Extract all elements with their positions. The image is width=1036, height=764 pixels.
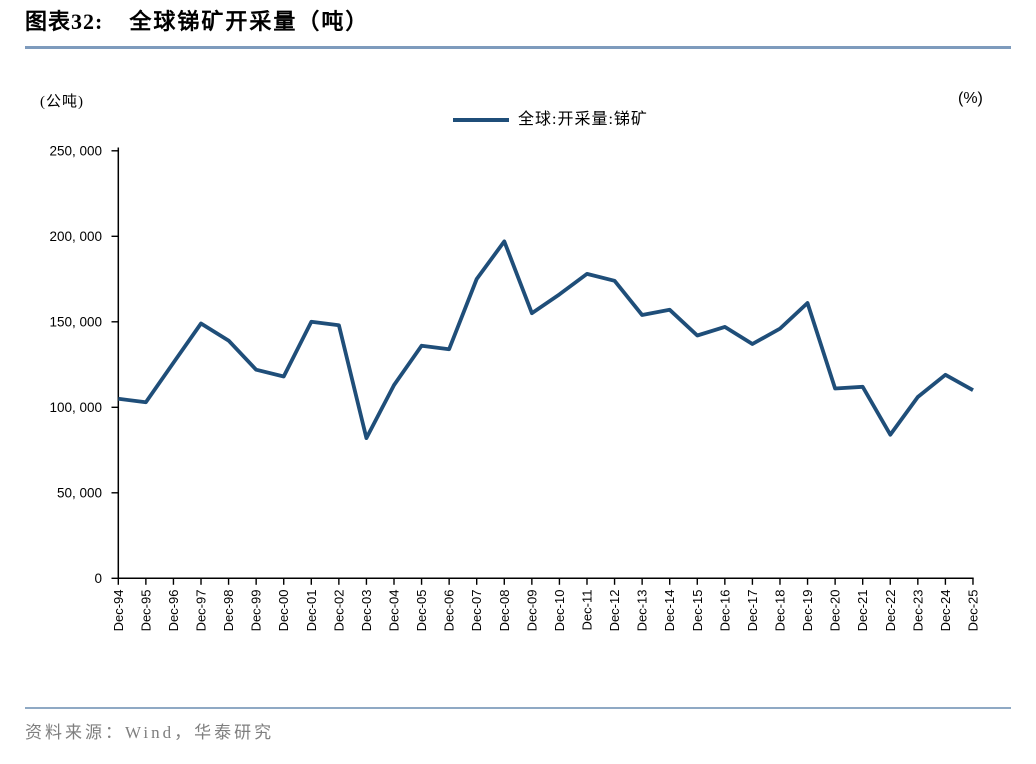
svg-text:Dec-11: Dec-11 xyxy=(579,590,594,631)
svg-text:Dec-24: Dec-24 xyxy=(938,590,953,632)
svg-text:Dec-17: Dec-17 xyxy=(745,590,760,632)
svg-text:Dec-22: Dec-22 xyxy=(883,590,898,632)
figure-title-text: 全球锑矿开采量（吨） xyxy=(129,9,370,34)
page-title: 图表32: 全球锑矿开采量（吨） xyxy=(25,6,369,38)
data-source-text: 资料来源：Wind，华泰研究 xyxy=(25,723,275,742)
svg-text:Dec-96: Dec-96 xyxy=(166,590,181,632)
svg-text:250, 000: 250, 000 xyxy=(49,144,102,159)
svg-text:Dec-20: Dec-20 xyxy=(828,590,843,632)
svg-text:Dec-25: Dec-25 xyxy=(965,590,980,632)
y-axis-unit-label: (公吨) xyxy=(40,94,84,110)
svg-text:Dec-06: Dec-06 xyxy=(442,590,457,632)
svg-text:Dec-97: Dec-97 xyxy=(194,590,209,632)
svg-text:Dec-15: Dec-15 xyxy=(690,590,705,632)
svg-text:Dec-01: Dec-01 xyxy=(304,590,319,632)
svg-text:Dec-03: Dec-03 xyxy=(359,590,374,632)
title-divider xyxy=(25,46,1011,49)
svg-text:Dec-05: Dec-05 xyxy=(414,590,429,632)
svg-text:Dec-00: Dec-00 xyxy=(276,590,291,632)
svg-text:Dec-16: Dec-16 xyxy=(717,590,732,632)
svg-text:Dec-07: Dec-07 xyxy=(469,590,484,632)
svg-text:Dec-95: Dec-95 xyxy=(138,590,153,632)
svg-text:Dec-99: Dec-99 xyxy=(249,590,264,632)
figure-number-label: 图表32: xyxy=(25,9,104,34)
svg-text:Dec-18: Dec-18 xyxy=(772,590,787,632)
svg-text:200, 000: 200, 000 xyxy=(49,229,102,244)
svg-text:0: 0 xyxy=(94,571,102,586)
footer-divider xyxy=(25,707,1011,709)
legend-series-label: 全球:开采量:锑矿 xyxy=(518,111,648,128)
svg-text:Dec-04: Dec-04 xyxy=(387,590,402,632)
svg-text:Dec-02: Dec-02 xyxy=(331,590,346,632)
svg-text:Dec-19: Dec-19 xyxy=(800,590,815,632)
svg-text:Dec-98: Dec-98 xyxy=(221,590,236,632)
legend-line-swatch xyxy=(453,118,509,122)
secondary-axis-unit-label: (%) xyxy=(958,90,983,107)
svg-text:Dec-10: Dec-10 xyxy=(552,590,567,632)
svg-text:Dec-08: Dec-08 xyxy=(497,590,512,632)
svg-text:Dec-94: Dec-94 xyxy=(111,590,126,632)
svg-text:Dec-13: Dec-13 xyxy=(635,590,650,632)
svg-text:Dec-12: Dec-12 xyxy=(607,590,622,632)
svg-text:100, 000: 100, 000 xyxy=(49,400,102,415)
svg-text:Dec-21: Dec-21 xyxy=(855,590,870,632)
svg-text:150, 000: 150, 000 xyxy=(49,315,102,330)
chart-legend: 全球:开采量:锑矿 xyxy=(453,110,648,130)
svg-text:50, 000: 50, 000 xyxy=(57,486,102,501)
svg-text:Dec-09: Dec-09 xyxy=(524,590,539,632)
svg-text:Dec-14: Dec-14 xyxy=(662,590,677,632)
svg-text:Dec-23: Dec-23 xyxy=(910,590,925,632)
